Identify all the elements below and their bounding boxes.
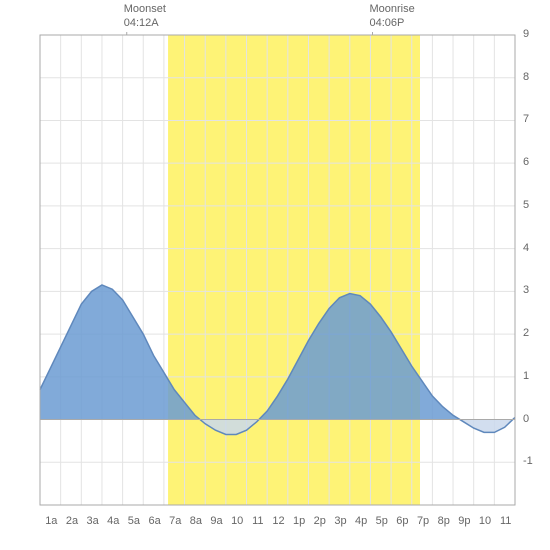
moonrise-title: Moonrise <box>370 3 415 15</box>
y-tick-label: 2 <box>523 327 529 339</box>
y-tick-label: 0 <box>523 413 529 425</box>
x-tick-label: 10 <box>227 515 247 527</box>
x-tick-label: 7p <box>413 515 433 527</box>
x-tick-label: 8p <box>434 515 454 527</box>
x-tick-label: 8a <box>186 515 206 527</box>
moonrise-header: Moonrise 04:06P <box>370 2 415 31</box>
x-tick-label: 3p <box>330 515 350 527</box>
y-tick-label: 4 <box>523 242 529 254</box>
x-tick-label: 6p <box>392 515 412 527</box>
y-tick-label: 5 <box>523 199 529 211</box>
moonrise-time: 04:06P <box>370 17 405 29</box>
x-tick-label: 10 <box>475 515 495 527</box>
y-tick-label: 8 <box>523 71 529 83</box>
x-tick-label: 7a <box>165 515 185 527</box>
x-tick-label: 12 <box>269 515 289 527</box>
x-tick-label: 11 <box>496 515 516 527</box>
tide-chart: Moonset 04:12A Moonrise 04:06P 1a2a3a4a5… <box>0 0 550 550</box>
x-tick-label: 11 <box>248 515 268 527</box>
x-tick-label: 9a <box>207 515 227 527</box>
x-tick-label: 5a <box>124 515 144 527</box>
chart-canvas <box>0 0 550 550</box>
x-tick-label: 6a <box>145 515 165 527</box>
y-tick-label: -1 <box>523 455 533 467</box>
moonset-title: Moonset <box>124 3 166 15</box>
x-tick-label: 5p <box>372 515 392 527</box>
y-tick-label: 7 <box>523 113 529 125</box>
moonset-time: 04:12A <box>124 17 159 29</box>
moonset-header: Moonset 04:12A <box>124 2 166 31</box>
y-tick-label: 1 <box>523 370 529 382</box>
y-tick-label: 3 <box>523 284 529 296</box>
x-tick-label: 2a <box>62 515 82 527</box>
x-tick-label: 1p <box>289 515 309 527</box>
x-tick-label: 1a <box>41 515 61 527</box>
x-tick-label: 4a <box>103 515 123 527</box>
y-tick-label: 9 <box>523 28 529 40</box>
x-tick-label: 9p <box>454 515 474 527</box>
x-tick-label: 2p <box>310 515 330 527</box>
y-tick-label: 6 <box>523 156 529 168</box>
x-tick-label: 3a <box>83 515 103 527</box>
x-tick-label: 4p <box>351 515 371 527</box>
